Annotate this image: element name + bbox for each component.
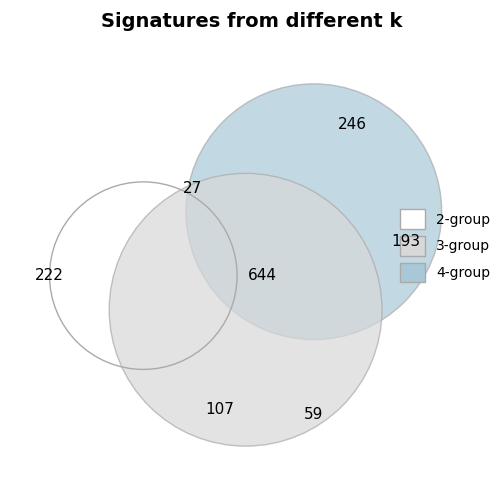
Title: Signatures from different k: Signatures from different k	[101, 13, 403, 31]
Circle shape	[109, 173, 382, 446]
Text: 59: 59	[304, 407, 324, 422]
Text: 222: 222	[35, 268, 64, 283]
Text: 193: 193	[391, 234, 420, 249]
Text: 27: 27	[183, 181, 202, 196]
Text: 107: 107	[206, 402, 234, 417]
Text: 246: 246	[338, 117, 366, 132]
Text: 644: 644	[248, 268, 277, 283]
Circle shape	[186, 84, 442, 340]
Legend: 2-group, 3-group, 4-group: 2-group, 3-group, 4-group	[400, 209, 490, 282]
